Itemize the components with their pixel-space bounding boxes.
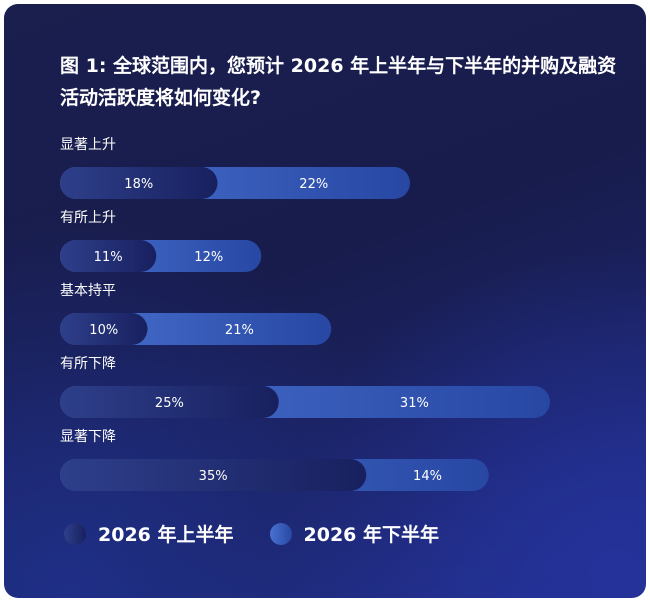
value-label-first-half-slight-fall: 25% [155,396,184,411]
category-label-slight-fall: 有所下降 [60,356,116,372]
legend-item-second-half: 2026 年下半年 [269,520,440,547]
value-label-second-half-significant-fall: 14% [413,469,442,484]
legend-label-second-half: 2026 年下半年 [303,524,440,546]
bar-first-half-slight-fall [60,386,279,418]
legend-swatch-first-half [64,522,86,545]
value-label-second-half-flat: 21% [225,323,254,338]
bar-chart: 显著上升 18% 22% 有所上升 11% 12% 基本持平 10% 21% 有所下降 25% 31%… [60,137,550,491]
category-label-significant-fall: 显著下降 [60,429,116,445]
value-label-second-half-significant-rise: 22% [299,177,328,192]
legend-swatch-second-half [269,522,292,545]
value-label-first-half-significant-fall: 35% [199,469,228,484]
bar-first-half-slight-rise [60,240,157,272]
value-label-first-half-slight-rise: 11% [94,250,123,265]
legend-item-first-half: 2026 年上半年 [64,520,234,547]
bar-first-half-significant-fall [60,459,367,491]
chart-card: 图 1: 全球范围内，您预计 2026 年上半年与下半年的并购及融资活动活跃度将… [4,4,646,598]
category-label-slight-rise: 有所上升 [60,210,116,226]
chart-title: 图 1: 全球范围内，您预计 2026 年上半年与下半年的并购及融资活动活跃度将… [60,55,617,109]
value-label-second-half-slight-rise: 12% [194,250,223,265]
legend: 2026 年上半年 2026 年下半年 [64,520,475,547]
value-label-second-half-slight-fall: 31% [400,396,429,411]
value-label-first-half-significant-rise: 18% [124,177,153,192]
value-label-first-half-flat: 10% [89,323,118,338]
bar-first-half-significant-rise [60,167,218,199]
legend-label-first-half: 2026 年上半年 [98,524,234,546]
category-label-significant-rise: 显著上升 [60,137,116,153]
category-label-flat: 基本持平 [60,282,116,299]
bar-first-half-flat [60,313,148,345]
